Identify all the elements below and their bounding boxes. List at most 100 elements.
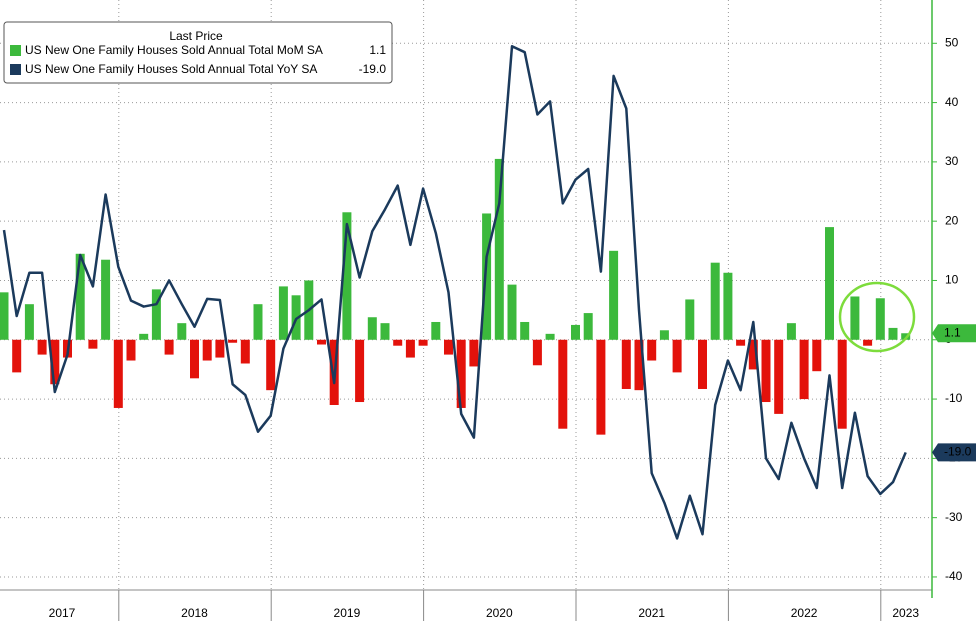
bar	[799, 339, 809, 400]
y-tick-label: 20	[945, 213, 959, 227]
bar	[139, 333, 149, 340]
x-tick-label: 2020	[486, 606, 513, 620]
bar	[75, 253, 85, 340]
y-tick-label: 40	[945, 95, 959, 109]
bar	[672, 339, 682, 373]
bar	[634, 339, 644, 391]
legend-swatch	[10, 64, 21, 75]
bar	[850, 296, 860, 340]
bar	[355, 339, 365, 403]
bar	[761, 339, 771, 403]
legend-title: Last Price	[169, 29, 223, 43]
bar	[380, 323, 390, 340]
bar	[126, 339, 136, 361]
bar	[202, 339, 212, 361]
bar	[710, 262, 720, 340]
bar	[659, 330, 669, 340]
bar	[647, 339, 657, 361]
bar	[812, 339, 822, 372]
bar	[494, 158, 504, 340]
bar	[736, 339, 746, 346]
bar	[748, 339, 758, 370]
bar	[24, 304, 34, 340]
bar	[532, 339, 542, 366]
value-tag	[932, 443, 976, 462]
bar	[393, 339, 403, 346]
plot-area	[0, 0, 937, 590]
bar	[583, 313, 593, 340]
bar	[507, 284, 517, 340]
bar	[520, 321, 530, 340]
bar	[456, 339, 466, 408]
legend-last-value: 1.1	[369, 43, 386, 57]
value-tag	[932, 324, 976, 343]
bar	[786, 323, 796, 340]
bar	[863, 339, 873, 346]
bar	[723, 272, 733, 340]
y-tick-label: -40	[945, 569, 963, 583]
bar	[444, 339, 453, 355]
highlight-circle	[838, 281, 916, 353]
bar	[50, 339, 60, 385]
y-tick-label: 10	[945, 273, 959, 287]
bar	[685, 299, 695, 340]
bar	[0, 292, 9, 340]
bar	[367, 317, 377, 340]
bar	[151, 289, 161, 340]
legend-label: US New One Family Houses Sold Annual Tot…	[25, 43, 323, 57]
bar	[317, 339, 326, 345]
bar	[215, 339, 225, 358]
value-tag-label: 1.1	[944, 325, 961, 339]
bar	[545, 333, 555, 340]
x-tick-label: 2019	[334, 606, 361, 620]
x-tick-label: 2017	[49, 606, 76, 620]
bar	[482, 213, 492, 340]
bar	[825, 227, 834, 340]
bar	[278, 286, 288, 340]
bar	[571, 324, 580, 340]
legend-swatch	[10, 45, 21, 56]
bar	[837, 339, 847, 429]
value-tag-label: -19.0	[944, 445, 972, 459]
bar	[621, 339, 631, 389]
bar	[164, 339, 174, 355]
legend-last-value: -19.0	[359, 62, 387, 76]
legend-box	[3, 21, 393, 84]
y-tick-label: -10	[945, 391, 963, 405]
bar	[228, 339, 238, 343]
y-tick-label: 30	[945, 154, 959, 168]
bar	[342, 212, 352, 340]
bar	[418, 339, 428, 346]
legend: US New One Family Houses Sold Annual Tot…	[10, 43, 386, 76]
bar	[431, 321, 441, 340]
y-tick-label: 50	[945, 35, 959, 49]
bar	[240, 339, 250, 364]
bar	[266, 339, 276, 391]
bar	[698, 339, 707, 389]
bar	[609, 250, 619, 340]
bar	[12, 339, 22, 373]
x-tick-label: 2022	[791, 606, 818, 620]
bar	[177, 323, 187, 340]
legend-label: US New One Family Houses Sold Annual Tot…	[25, 62, 317, 76]
bar	[875, 298, 885, 340]
bar	[113, 339, 123, 408]
line	[2, 45, 907, 540]
bar	[558, 339, 568, 429]
bar	[253, 304, 263, 340]
bar	[901, 333, 911, 340]
bar	[37, 339, 47, 355]
x-tick-label: 2021	[638, 606, 665, 620]
bar	[888, 327, 898, 340]
bar	[596, 339, 606, 435]
x-tick-label: 2023	[892, 606, 919, 620]
x-tick-label: 2018	[181, 606, 208, 620]
bar	[469, 339, 479, 367]
bar	[88, 339, 98, 349]
y-tick-label: -30	[945, 510, 963, 524]
bar	[774, 339, 784, 414]
bar	[101, 259, 111, 340]
bar	[405, 339, 415, 358]
bar	[190, 339, 199, 379]
